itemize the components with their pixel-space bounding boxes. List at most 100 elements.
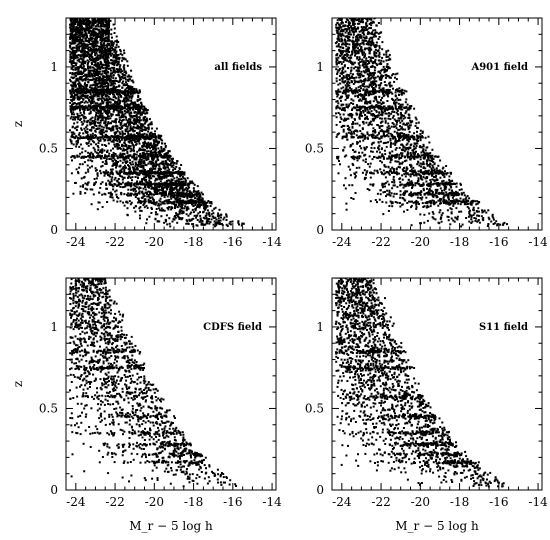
data-point [238, 223, 240, 226]
data-point [147, 128, 150, 131]
data-point [146, 183, 149, 186]
data-point [72, 143, 75, 146]
data-point [93, 87, 96, 90]
data-point [196, 191, 199, 194]
data-point [156, 178, 158, 181]
data-point [165, 186, 168, 189]
data-point [137, 161, 140, 163]
data-point [121, 156, 124, 159]
data-point [169, 189, 172, 192]
data-point [82, 40, 85, 43]
data-point [90, 11, 92, 13]
data-point [180, 178, 183, 180]
data-point [131, 179, 133, 182]
data-point [73, 22, 76, 25]
data-point [104, 94, 107, 96]
data-point [126, 148, 129, 150]
data-point [187, 193, 190, 196]
data-point [92, 146, 95, 149]
data-point [168, 191, 171, 193]
data-point [102, 55, 105, 58]
data-point [143, 206, 146, 209]
data-point [112, 199, 115, 202]
data-point [77, 102, 79, 105]
data-point [142, 111, 145, 114]
data-point [122, 201, 125, 204]
data-point [109, 175, 112, 178]
data-point [94, 12, 96, 14]
data-point [114, 82, 117, 85]
data-point [97, 103, 100, 106]
data-point [89, 110, 92, 113]
data-point [108, 80, 111, 83]
data-point [92, 28, 95, 31]
data-point [93, 50, 96, 53]
data-point [115, 114, 118, 117]
data-point [101, 13, 103, 15]
data-point [185, 195, 188, 198]
data-point [218, 208, 221, 211]
data-point [121, 154, 124, 157]
data-point [209, 205, 212, 207]
data-point [109, 171, 112, 174]
data-point [78, 133, 80, 136]
data-point [76, 154, 79, 157]
data-point [101, 86, 104, 89]
data-point [122, 158, 125, 161]
data-point [100, 52, 103, 55]
data-point [145, 164, 148, 167]
data-point [113, 137, 116, 139]
data-point [185, 219, 188, 222]
data-point [96, 82, 98, 85]
data-point [168, 198, 171, 201]
data-point [106, 89, 109, 92]
data-point [130, 133, 133, 136]
data-point [71, 11, 73, 13]
data-point [122, 80, 125, 83]
data-point [138, 162, 141, 165]
data-point [106, 104, 109, 107]
data-point [111, 36, 113, 39]
data-point [109, 117, 112, 120]
data-point [111, 66, 114, 69]
data-point [84, 55, 87, 58]
data-point [141, 190, 144, 193]
data-point [108, 61, 111, 64]
data-point [121, 135, 124, 138]
data-point [83, 83, 86, 86]
data-point [146, 218, 148, 221]
data-point [79, 45, 81, 48]
data-point [72, 90, 75, 93]
data-point [125, 200, 128, 203]
data-point [149, 122, 152, 125]
data-point [105, 15, 107, 17]
data-point [109, 72, 112, 75]
data-point [128, 104, 131, 107]
data-point [170, 197, 173, 200]
data-point [71, 51, 74, 54]
data-point [179, 191, 182, 194]
data-point [181, 182, 184, 185]
data-point [104, 62, 107, 65]
data-point [179, 174, 182, 177]
data-point [138, 116, 141, 119]
data-point [169, 175, 172, 177]
data-point [153, 156, 156, 159]
data-point [82, 156, 85, 159]
data-point [103, 47, 106, 50]
data-point [149, 181, 152, 184]
data-point [91, 90, 94, 93]
data-point [176, 185, 179, 187]
data-point [83, 112, 86, 115]
data-point [145, 204, 148, 207]
data-point [203, 206, 206, 209]
data-point [115, 166, 117, 169]
data-point [71, 18, 73, 21]
data-point [96, 55, 99, 58]
data-point [154, 179, 157, 182]
data-point [72, 135, 75, 138]
data-point [97, 95, 100, 98]
data-point [97, 74, 100, 77]
data-point [76, 68, 79, 71]
data-point [151, 136, 154, 139]
